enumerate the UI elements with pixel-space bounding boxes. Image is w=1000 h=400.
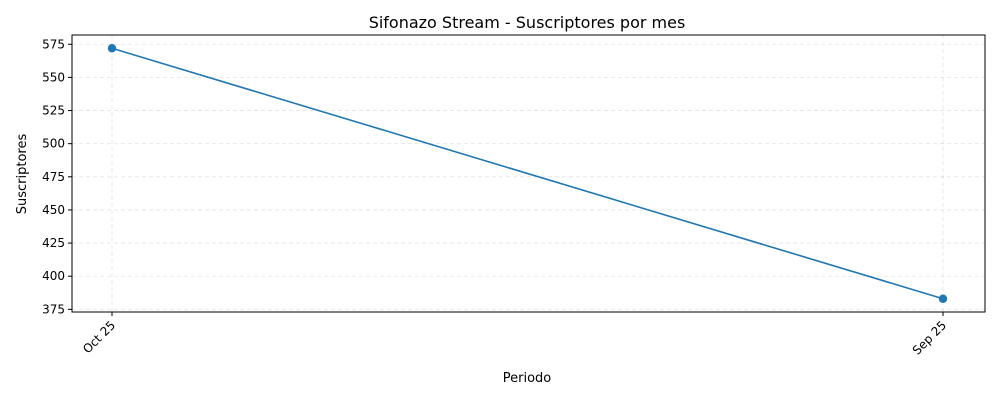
y-tick-label: 475 — [42, 170, 65, 184]
y-axis: 375 400 425 450 475 500 525 550 575 — [42, 37, 72, 316]
data-point — [107, 44, 117, 53]
y-tick-label: 425 — [42, 236, 65, 250]
y-tick-label: 550 — [42, 70, 65, 84]
series-line — [111, 47, 944, 300]
y-tick-label: 525 — [42, 104, 65, 118]
grid — [72, 35, 985, 312]
x-axis-label: Periodo — [503, 371, 552, 386]
x-axis: Oct 25 Sep 25 — [80, 312, 949, 358]
y-tick-label: 500 — [42, 137, 65, 151]
chart-title: Sifonazo Stream - Suscriptores por mes — [369, 13, 686, 32]
y-tick-label: 575 — [42, 37, 65, 51]
series-layer — [107, 44, 948, 303]
x-tick-label: Sep 25 — [910, 318, 949, 357]
y-tick-label: 375 — [42, 302, 65, 316]
data-point — [938, 294, 948, 303]
y-tick-label: 450 — [42, 203, 65, 217]
plot-frame — [71, 34, 986, 313]
x-tick-label: Oct 25 — [80, 318, 118, 356]
y-tick-label: 400 — [42, 269, 65, 283]
y-axis-label: Suscriptores — [15, 134, 30, 215]
